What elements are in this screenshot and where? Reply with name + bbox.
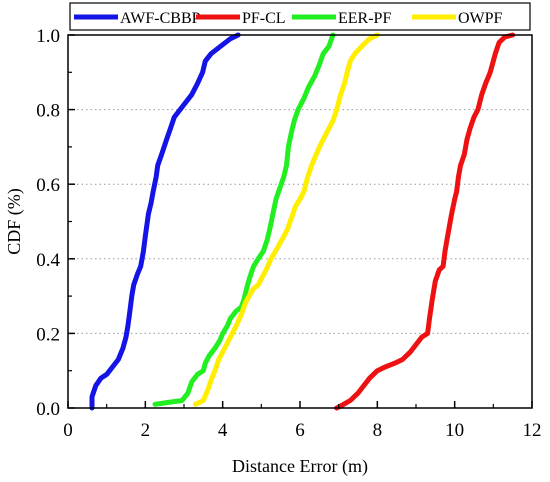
y-axis-label: CDF (%) xyxy=(4,188,25,255)
series-line-pf-cl xyxy=(334,32,516,411)
y-tick-label: 0.4 xyxy=(36,250,60,271)
y-tick-label: 0.2 xyxy=(36,324,60,345)
legend-label-pf-cl: PF-CL xyxy=(242,10,286,27)
x-tick-label: 8 xyxy=(373,420,383,441)
series-line-awf-cbbp xyxy=(89,32,241,411)
y-tick-label: 0.8 xyxy=(36,101,60,122)
series-line-eer-pf xyxy=(152,32,336,407)
y-tick-label: 0.6 xyxy=(36,175,60,196)
x-tick-label: 6 xyxy=(295,420,305,441)
series-layer xyxy=(89,32,516,411)
legend-label-owpf: OWPF xyxy=(458,10,503,27)
legend: AWF-CBBP PF-CL EER-PF OWPF xyxy=(69,2,531,31)
x-tick-label: 12 xyxy=(523,420,542,441)
x-tick-label: 2 xyxy=(141,420,151,441)
y-tick-label: 0.0 xyxy=(36,399,60,420)
legend-label-awf-cbbp: AWF-CBBP xyxy=(120,10,201,27)
axis-ticks: 0.0 0.2 0.4 0.6 0.8 1.0 0 2 4 6 8 10 12 xyxy=(36,26,541,441)
plot-frame xyxy=(67,34,533,409)
y-tick-label: 1.0 xyxy=(36,26,60,47)
x-tick-label: 0 xyxy=(63,420,73,441)
grid-lines xyxy=(68,109,532,334)
series-line-owpf xyxy=(193,32,380,407)
x-tick-label: 4 xyxy=(218,420,228,441)
x-tick-label: 10 xyxy=(445,420,464,441)
x-axis-label: Distance Error (m) xyxy=(232,456,368,477)
legend-label-eer-pf: EER-PF xyxy=(338,10,391,27)
